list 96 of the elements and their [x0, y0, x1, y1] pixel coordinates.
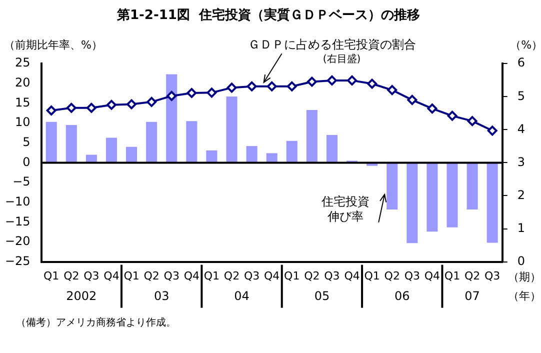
bar	[66, 125, 77, 163]
point	[467, 116, 478, 126]
point	[186, 88, 197, 98]
y2-tick-label: 6	[517, 56, 526, 70]
x-tick-label: Q2	[384, 269, 400, 282]
x-tick-label: Q4	[424, 269, 440, 282]
point	[146, 96, 157, 107]
x-tick-label: Q2	[64, 269, 80, 282]
x-tick-label: Q4	[184, 269, 200, 282]
bar	[126, 146, 138, 163]
x-tick-label: Q1	[124, 269, 140, 282]
x-tick-label: Q3	[164, 269, 180, 282]
point	[126, 99, 137, 110]
y-tick-label: 0	[22, 154, 30, 169]
x-tick-label: Q1	[364, 269, 380, 282]
point	[286, 81, 297, 92]
bar	[246, 146, 258, 163]
text: 06	[394, 288, 410, 303]
bar	[426, 162, 438, 232]
bar	[486, 162, 498, 243]
bar	[406, 162, 418, 244]
bar	[166, 74, 178, 163]
point	[447, 110, 458, 121]
point	[387, 85, 398, 96]
point	[367, 78, 378, 89]
point	[246, 81, 257, 92]
x-axis-title: （期）（年）	[508, 270, 541, 303]
y-tick-label: −5	[12, 174, 30, 189]
x-tick-label: Q3	[84, 269, 100, 282]
y-tick-label: 10	[15, 115, 30, 130]
x-tick-label: Q2	[224, 269, 240, 282]
y-tick-label: 25	[15, 56, 30, 70]
series-label: 住宅投資伸び率	[320, 194, 370, 224]
point	[427, 104, 438, 114]
text: 2002	[66, 288, 97, 303]
point	[226, 82, 237, 93]
bar	[286, 140, 298, 163]
y-tick-label: 15	[15, 95, 30, 110]
x-tick-label: Q4	[264, 269, 280, 282]
point	[206, 88, 217, 98]
x-tick-label: Q1	[204, 269, 220, 282]
point	[306, 76, 317, 87]
point	[347, 75, 358, 86]
y-tick-label: −10	[4, 194, 30, 208]
y-tick-label: 20	[15, 76, 30, 90]
bar	[46, 122, 57, 163]
point	[266, 81, 277, 92]
point	[166, 90, 177, 101]
y2-tick-label: 2	[517, 188, 526, 202]
text: 04	[234, 288, 250, 303]
x-tick-label: Q1	[44, 269, 60, 282]
bar	[446, 162, 458, 228]
point	[66, 102, 76, 113]
y2-tick-label: 3	[517, 154, 526, 169]
y-tick-label: 5	[22, 135, 30, 150]
text: （備考）アメリカ商務省より作成。	[16, 316, 176, 328]
y-tick-label: −20	[4, 234, 30, 248]
bar	[386, 162, 398, 210]
point	[487, 126, 498, 136]
y2-tick-label: 5	[517, 88, 526, 103]
x-tick-label: Q1	[284, 269, 300, 282]
bar	[106, 138, 117, 163]
chart-title: 第1-2-11図 住宅投資（実質ＧＤＰベース）の推移	[116, 7, 420, 24]
y-axis-title: （前期比年率、%）	[4, 38, 102, 52]
bar	[226, 96, 238, 163]
x-tick-label: Q3	[404, 269, 420, 282]
bar	[306, 110, 318, 163]
point	[326, 75, 337, 86]
x-tick-label: Q3	[324, 269, 340, 282]
x-tick-label: Q3	[244, 269, 260, 282]
bar	[186, 121, 198, 163]
bar	[326, 134, 338, 163]
text: 07	[464, 288, 480, 303]
bar	[146, 122, 158, 163]
x-tick-label: Q2	[144, 269, 160, 282]
y2-tick-label: 1	[517, 220, 526, 235]
x-tick-label: Q2	[464, 269, 480, 282]
point	[86, 102, 96, 113]
x-tick-label: Q4	[104, 269, 120, 282]
text: 05	[314, 288, 330, 303]
x-tick-label: Q1	[444, 269, 460, 282]
point	[407, 94, 418, 105]
point	[46, 106, 56, 116]
annotation: (右目盛)	[322, 53, 361, 66]
x-tick-label: Q2	[304, 269, 320, 282]
y2-tick-label: 0	[517, 254, 526, 268]
y-tick-label: −25	[4, 254, 30, 268]
bar	[466, 162, 478, 210]
x-tick-label: Q4	[344, 269, 360, 282]
x-tick-label: Q3	[484, 269, 500, 282]
y-tick-label: −15	[4, 214, 30, 228]
y2-axis-title: （%）	[510, 38, 541, 52]
point	[106, 100, 116, 110]
text: 03	[154, 288, 170, 303]
text: ＧＤＰに占める住宅投資の割合	[248, 38, 416, 52]
y2-tick-label: 4	[517, 122, 526, 136]
